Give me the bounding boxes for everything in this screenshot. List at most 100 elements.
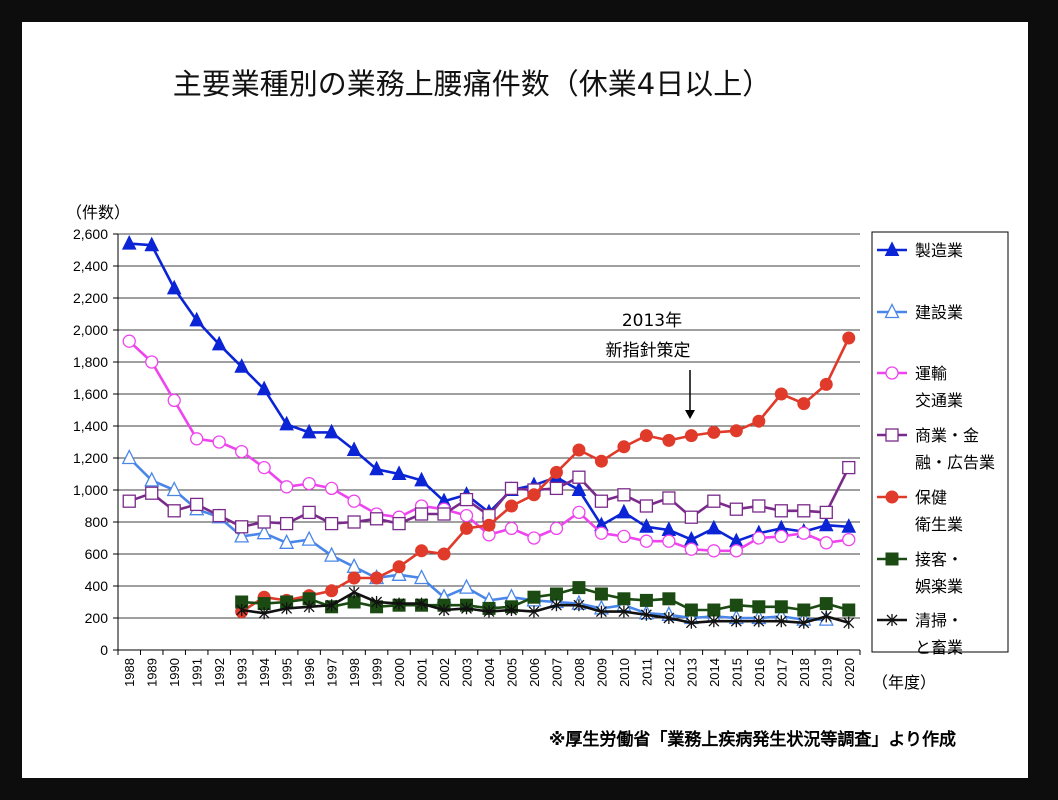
data-point [324, 516, 339, 531]
data-point [752, 531, 766, 545]
data-point [729, 598, 743, 612]
data-point [144, 471, 160, 487]
marker-shape [370, 571, 384, 585]
data-point [572, 470, 586, 484]
data-point [617, 592, 631, 606]
data-point [235, 520, 249, 534]
marker-shape [234, 527, 250, 543]
marker-shape [617, 592, 631, 606]
data-point [234, 527, 250, 543]
data-point [797, 603, 811, 617]
y-tick-label: 1,800 [73, 354, 108, 370]
y-tick-label: 2,000 [73, 322, 108, 338]
data-point [234, 358, 249, 373]
data-point [798, 616, 810, 629]
marker-shape [663, 612, 675, 624]
series-lines [121, 234, 857, 629]
legend-entry-1: 建設業 [877, 303, 963, 322]
x-tick-label: 2003 [460, 658, 475, 687]
data-point [391, 565, 407, 581]
marker-shape [145, 355, 159, 369]
marker-shape [640, 608, 652, 621]
marker-shape [549, 587, 563, 601]
data-point [122, 494, 136, 508]
marker-shape [729, 544, 743, 558]
marker-shape [573, 599, 585, 612]
marker-shape [594, 526, 609, 540]
data-point [819, 377, 833, 391]
data-point [616, 503, 632, 519]
x-tick-label: 2001 [415, 658, 430, 687]
x-tick-labels: 1988 1989 1990 1991 1992 1993 1994 1995 1996 1997… [122, 658, 857, 687]
marker-shape [167, 393, 181, 408]
marker-shape [662, 534, 676, 548]
marker-shape [639, 518, 654, 533]
x-tick-label: 2000 [392, 658, 407, 687]
marker-shape [797, 526, 811, 540]
y-tick-label: 800 [85, 514, 109, 530]
marker-shape [347, 571, 361, 585]
y-tick-label: 600 [85, 546, 109, 562]
marker-shape [752, 499, 766, 513]
data-point [279, 533, 295, 549]
data-point [572, 505, 586, 520]
data-point [663, 612, 675, 624]
marker-shape [885, 490, 899, 504]
marker-shape [885, 428, 899, 442]
marker-shape [774, 600, 788, 614]
x-tick-label: 2015 [729, 658, 744, 687]
y-tick-label: 0 [100, 642, 108, 658]
marker-shape [752, 414, 766, 428]
legend-label: 運輸 [915, 364, 947, 383]
marker-shape [707, 603, 721, 617]
legend-label: 接客・ [915, 550, 963, 569]
marker-shape [483, 605, 495, 618]
marker-shape [279, 480, 294, 494]
data-point [301, 423, 317, 439]
x-tick-label: 2018 [797, 658, 812, 687]
data-point [707, 425, 721, 439]
marker-shape [438, 604, 450, 616]
x-tick-label: 2014 [707, 658, 722, 687]
marker-shape [752, 531, 766, 545]
marker-shape [346, 441, 362, 456]
series-line [128, 457, 827, 621]
y-tick-label: 2,400 [73, 258, 108, 274]
data-point [662, 592, 676, 606]
data-point [707, 494, 721, 508]
x-tick-label: 2002 [437, 658, 452, 687]
data-point [459, 492, 474, 507]
x-tick-label: 2008 [572, 658, 587, 687]
marker-shape [527, 590, 541, 604]
data-point [842, 460, 856, 475]
legend-label: 保健 [915, 488, 947, 507]
data-point [774, 529, 788, 544]
marker-shape [753, 615, 765, 628]
x-tick-label: 2017 [774, 658, 789, 687]
data-point [819, 597, 833, 611]
marker-shape [122, 494, 136, 508]
legend-label: 製造業 [915, 241, 963, 260]
data-point [774, 387, 788, 401]
marker-shape [797, 504, 811, 518]
data-point [504, 521, 519, 536]
legend-label: 清掃・ [915, 611, 963, 630]
marker-shape [819, 597, 833, 611]
legend-marker [884, 241, 900, 256]
marker-shape [797, 397, 811, 411]
data-point [504, 499, 518, 513]
data-point [190, 497, 204, 512]
data-point [236, 604, 248, 616]
marker-shape [550, 599, 562, 612]
data-point [458, 578, 475, 594]
marker-shape [707, 494, 721, 508]
marker-shape [279, 533, 295, 549]
marker-shape [236, 604, 248, 616]
marker-shape [416, 597, 428, 610]
legend-marker [885, 366, 899, 380]
data-point [842, 603, 856, 617]
marker-shape [257, 460, 271, 475]
x-tick-label: 1988 [122, 658, 137, 687]
x-tick-label: 2007 [549, 658, 564, 687]
marker-shape [413, 569, 430, 585]
